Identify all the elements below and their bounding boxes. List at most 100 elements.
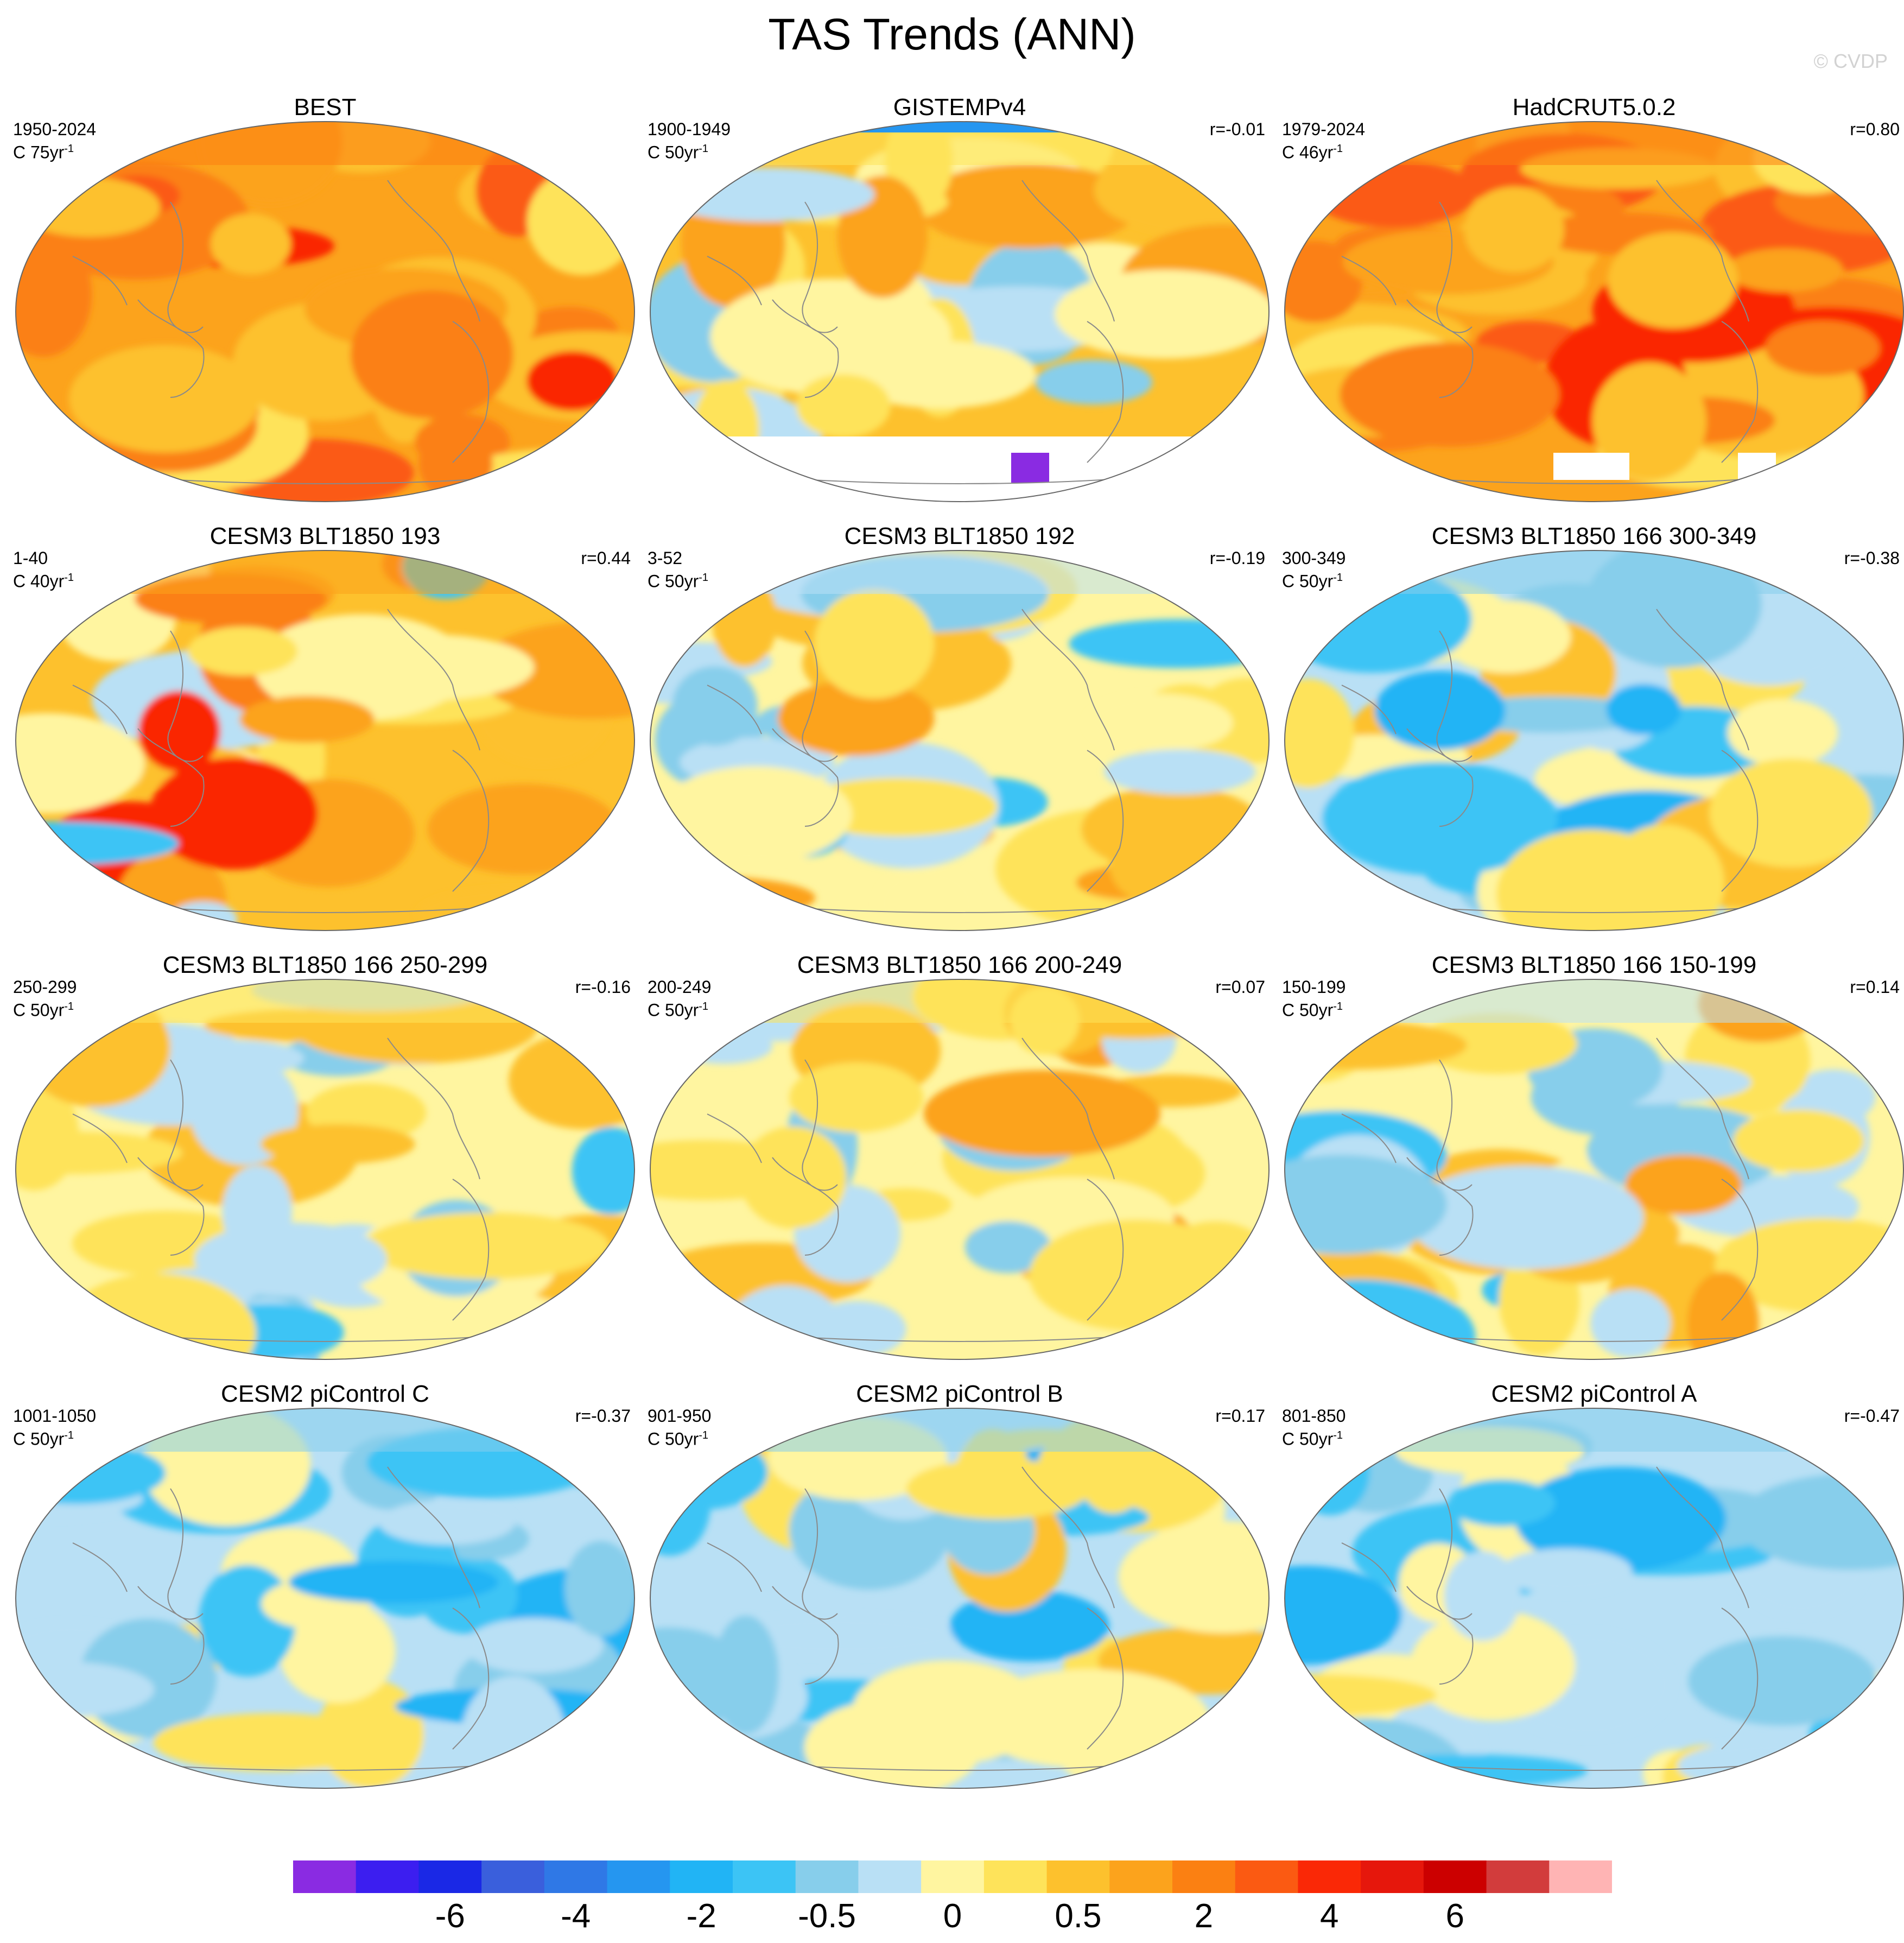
map-panel: GISTEMPv4 1900-1949 C 50yr-1 r=-0.01	[642, 93, 1277, 522]
coastline	[802, 630, 838, 762]
colorbar-tick-label: 4	[1320, 1897, 1339, 1935]
coastline	[802, 1488, 838, 1620]
trend-blob	[69, 345, 261, 453]
trend-blob	[968, 1669, 1210, 1769]
antarctic-trend-patch	[1011, 453, 1049, 483]
trend-blob	[288, 1561, 499, 1604]
colorbar-tick-label: 6	[1445, 1897, 1464, 1935]
map-svg	[15, 121, 635, 502]
trend-field	[650, 550, 1269, 931]
arctic-band	[1285, 550, 1903, 594]
colorbar-swatch	[1235, 1860, 1298, 1893]
coastline	[1341, 1542, 1397, 1592]
unit-label: C 50yr-1	[1282, 568, 1343, 591]
trend-blob	[153, 1713, 391, 1771]
colorbar-tick-label: 2	[1194, 1897, 1214, 1935]
map-panel: CESM2 piControl A 801-850 C 50yr-1 r=-0.47	[1277, 1380, 1904, 1809]
pattern-correlation: r=0.80	[1850, 119, 1900, 139]
map-svg	[1284, 550, 1904, 931]
colorbar-swatch	[795, 1860, 859, 1893]
trend-blob	[1410, 1610, 1576, 1721]
trend-blob	[187, 626, 297, 676]
period-label: 1-40	[13, 548, 48, 568]
trend-blob	[1709, 758, 1873, 868]
trend-blob	[1285, 1566, 1402, 1664]
coastline	[1087, 321, 1124, 463]
trend-blob	[1444, 1551, 1521, 1641]
trend-blob	[1677, 1740, 1880, 1788]
trend-blob	[1118, 1521, 1269, 1634]
colorbar-swatch	[983, 1860, 1048, 1893]
unit-text: C 50yr	[1282, 1000, 1334, 1020]
trend-blob	[350, 290, 513, 419]
coastline	[772, 1586, 839, 1685]
trend-blob	[164, 1040, 304, 1077]
trend-blob	[564, 1541, 634, 1637]
panel-title: CESM3 BLT1850 166 300-349	[1431, 523, 1757, 549]
period-label: 250-299	[13, 977, 77, 997]
coastline	[167, 1488, 204, 1620]
coastline	[802, 1059, 838, 1191]
trend-blob	[777, 680, 935, 756]
trend-blob	[672, 666, 758, 746]
map-svg	[650, 979, 1270, 1360]
trend-blob	[1029, 1219, 1246, 1332]
coastline	[1656, 180, 1749, 322]
trend-blob	[465, 1618, 604, 1674]
pattern-correlation: r=-0.38	[1844, 548, 1900, 568]
arctic-band	[16, 979, 634, 1023]
unit-label: C 50yr-1	[13, 1426, 74, 1449]
map-svg	[650, 550, 1270, 931]
trend-blob	[1592, 362, 1707, 480]
colorbar-swatch	[1109, 1860, 1173, 1893]
unit-text: C 50yr	[648, 142, 699, 162]
trend-blob	[845, 340, 1037, 409]
trend-blob	[1322, 762, 1558, 876]
colorbar-swatch	[1298, 1860, 1361, 1893]
trend-blob	[543, 446, 630, 501]
period-label: 150-199	[1282, 977, 1346, 997]
map-outline	[15, 550, 635, 931]
coastline	[1436, 1059, 1473, 1191]
map-panel: CESM3 BLT1850 193 1-40 C 40yr-1 r=0.44	[8, 522, 643, 951]
colorbar-swatch	[418, 1860, 482, 1893]
trend-blob	[1727, 699, 1838, 767]
trend-blob	[1464, 187, 1564, 273]
trend-blob	[1109, 823, 1202, 904]
coastline	[387, 180, 480, 322]
map-outline	[15, 1408, 635, 1789]
trend-blob	[923, 1070, 1160, 1157]
coastline	[1341, 1113, 1397, 1163]
colorbar-swatch	[607, 1860, 670, 1893]
unit-exponent: -1	[699, 1001, 709, 1012]
colorbar-swatch	[356, 1860, 419, 1893]
trend-blob	[149, 757, 318, 870]
trend-blob	[210, 213, 291, 275]
unit-text: C 50yr	[648, 1429, 699, 1449]
coastline	[772, 1157, 839, 1256]
trend-blob	[716, 1615, 962, 1657]
trend-blob	[1608, 232, 1738, 329]
trend-blob	[239, 695, 375, 743]
unit-exponent: -1	[1333, 572, 1343, 584]
colorbar	[293, 1860, 1612, 1893]
coastline	[72, 685, 128, 735]
coastline	[1406, 299, 1474, 398]
pattern-correlation: r=-0.16	[575, 977, 631, 997]
map-outline	[1284, 550, 1904, 931]
coastline	[1021, 180, 1115, 322]
trend-blob	[1406, 1166, 1643, 1270]
trend-blob	[1338, 1754, 1588, 1788]
trend-blob	[916, 163, 1139, 249]
trend-blob	[1793, 1736, 1903, 1788]
trend-blob	[1087, 693, 1233, 752]
coastline	[1656, 609, 1749, 751]
coastline	[1087, 750, 1124, 892]
coastline	[1436, 1488, 1473, 1620]
coastline	[387, 609, 480, 751]
unit-exponent: -1	[1333, 1001, 1343, 1012]
map-svg	[15, 1408, 635, 1789]
coastline	[452, 1179, 490, 1321]
panel-title: BEST	[294, 94, 357, 121]
figure-title: TAS Trends (ANN)	[768, 10, 1136, 59]
